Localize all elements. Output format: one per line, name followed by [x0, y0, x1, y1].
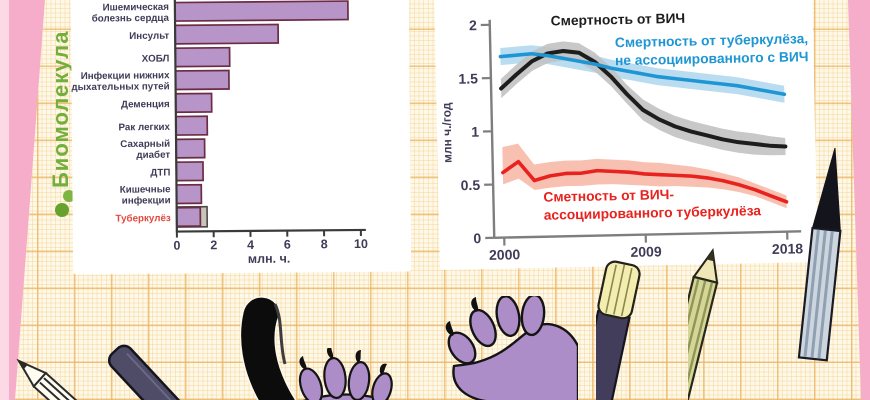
svg-text:дыхательных путей: дыхательных путей [71, 81, 169, 93]
sketch-pencil-illustration [16, 358, 107, 400]
svg-text:млн ч./год: млн ч./год [439, 102, 454, 163]
blue-pencil-illustration [797, 147, 842, 362]
svg-text:Смертность от туберкулёза,: Смертность от туберкулёза, [615, 31, 809, 50]
svg-text:млн. ч.: млн. ч. [248, 252, 291, 266]
svg-text:диабет: диабет [136, 150, 170, 161]
svg-text:Деменция: Деменция [121, 99, 170, 110]
svg-text:Сахарный: Сахарный [120, 139, 170, 150]
svg-text:0: 0 [173, 239, 180, 253]
svg-text:ассоциированного туберкулёза: ассоциированного туберкулёза [544, 203, 762, 223]
svg-text:1: 1 [471, 124, 479, 140]
svg-text:10: 10 [354, 237, 368, 251]
svg-text:не ассоциированного с ВИЧ: не ассоциированного с ВИЧ [615, 49, 809, 68]
left-edge-highlight [0, 0, 9, 400]
svg-text:8: 8 [321, 237, 328, 251]
black-marker-illustration [239, 296, 297, 400]
svg-text:2000: 2000 [489, 246, 521, 263]
svg-text:4: 4 [247, 238, 254, 252]
small-cat-paw-illustration [298, 348, 393, 400]
bar-chart-card: Ишемическая болезнь сердца Инсульт ХОБЛ Инфе… [70, 0, 412, 275]
svg-text:2009: 2009 [630, 243, 662, 260]
svg-text:1.5: 1.5 [458, 70, 478, 86]
svg-text:2018: 2018 [772, 240, 804, 257]
svg-text:2: 2 [469, 17, 477, 33]
olive-pencil-illustration [688, 248, 719, 400]
svg-text:Кишечные: Кишечные [120, 184, 171, 195]
capped-marker-illustration [596, 260, 641, 400]
svg-text:ДТП: ДТП [150, 167, 170, 178]
svg-text:ХОБЛ: ХОБЛ [142, 53, 170, 64]
mortality-line-chart: 0 0.5 1 1.5 2 2000 2009 2018 млн ч./год Смертност… [439, 11, 809, 263]
svg-text:0.5: 0.5 [460, 177, 480, 193]
svg-text:Рак легких: Рак легких [118, 122, 170, 133]
svg-text:болезнь сердца: болезнь сердца [92, 13, 170, 25]
svg-text:Смертность от ВИЧ: Смертность от ВИЧ [551, 11, 686, 29]
svg-text:Ишемическая: Ишемическая [103, 2, 170, 14]
svg-text:0: 0 [473, 230, 481, 246]
large-cat-paw-illustration [445, 296, 578, 400]
svg-text:6: 6 [284, 238, 291, 252]
slate-marker-illustration [107, 344, 204, 400]
svg-text:Инсульт: Инсульт [129, 31, 169, 42]
line-chart-card: 0 0.5 1 1.5 2 2000 2009 2018 млн ч./год Смертност… [434, 0, 818, 270]
svg-text:Туберкулёз: Туберкулёз [115, 213, 171, 224]
svg-text:инфекции: инфекции [122, 195, 171, 206]
svg-text:Сметность от ВИЧ-: Сметность от ВИЧ- [543, 187, 674, 205]
svg-text:Инфекции нижних: Инфекции нижних [81, 70, 170, 82]
svg-text:2: 2 [210, 238, 217, 252]
